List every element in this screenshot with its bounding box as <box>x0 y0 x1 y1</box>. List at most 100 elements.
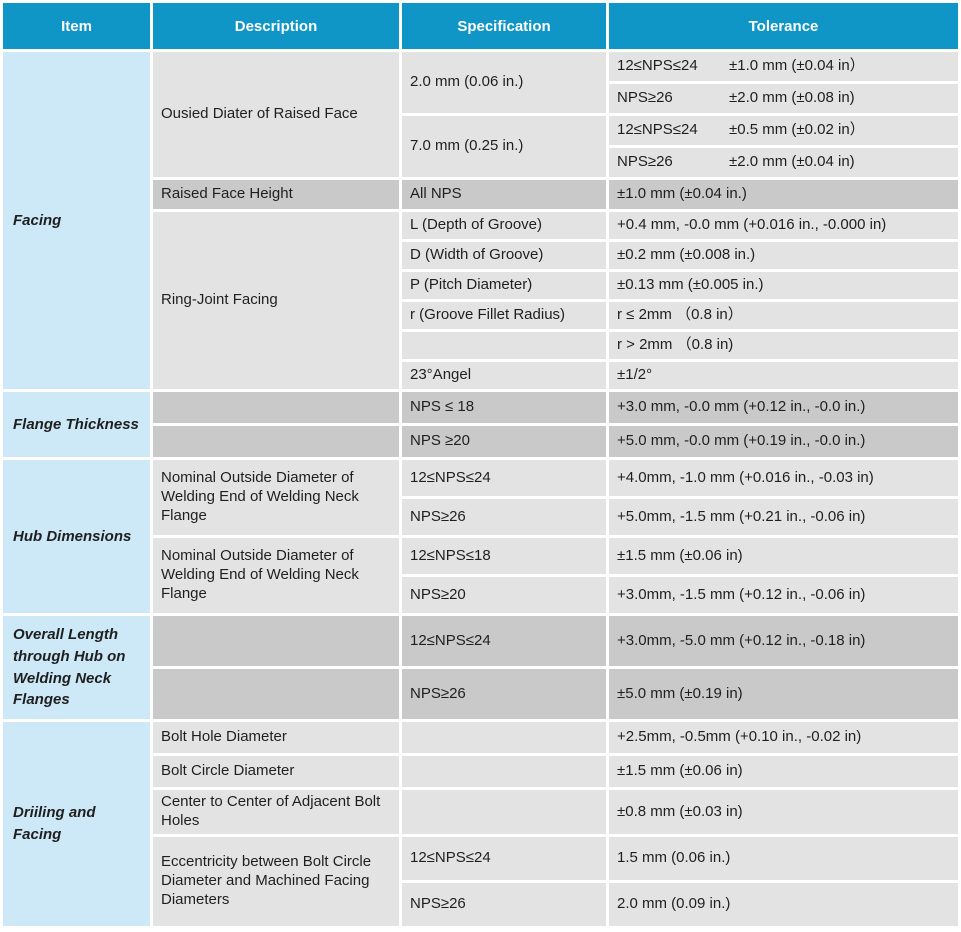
description-cell <box>153 426 399 457</box>
specification-cell: 12≤NPS≤18 <box>402 538 606 574</box>
tolerance-cell: ±1.0 mm (±0.04 in.) <box>609 180 958 209</box>
table-row: NPS≥26 ±2.0 mm (±0.08 in) <box>3 84 958 113</box>
specification-cell <box>402 756 606 787</box>
specification-cell: NPS ≥20 <box>402 426 606 457</box>
table-row: Flange Thickness NPS ≤ 18 +3.0 mm, -0.0 … <box>3 392 958 457</box>
specification-cell <box>402 790 606 834</box>
specification-cell <box>402 332 606 359</box>
specification-cell: All NPS <box>402 180 606 209</box>
description-cell <box>153 616 399 666</box>
nps-condition: NPS≥26 <box>617 89 673 107</box>
description-cell: Center to Center of Adjacent Bolt Holes <box>153 790 399 834</box>
table-row: NPS≥26 ±5.0 mm (±0.19 in) <box>3 669 958 719</box>
tolerance-cell: 1.5 mm (0.06 in.) <box>609 837 958 880</box>
table-row: Hub Dimensions Nominal Outside Diameter … <box>3 460 958 613</box>
table-row: Eccentricity between Bolt Circle Diamete… <box>3 837 958 926</box>
item-cell-drilling-facing: Driiling and Facing <box>3 722 150 926</box>
description-cell: Bolt Hole Diameter <box>153 722 399 753</box>
specification-cell: NPS≥26 <box>402 883 606 926</box>
specification-cell: D (Width of Groove) <box>402 242 606 269</box>
table-row: NPS ≥20 +5.0 mm, -0.0 mm (+0.19 in., -0.… <box>3 426 958 457</box>
tolerance-cell: 2.0 mm (0.09 in.) <box>609 883 958 926</box>
specification-cell <box>402 722 606 753</box>
specification-cell: L (Depth of Groove) <box>402 212 606 239</box>
description-cell: Eccentricity between Bolt Circle Diamete… <box>153 837 399 926</box>
tolerance-cell: +4.0mm, -1.0 mm (+0.016 in., -0.03 in) <box>609 460 958 496</box>
table-row: NPS≥26 +5.0mm, -1.5 mm (+0.21 in., -0.06… <box>3 499 958 535</box>
tolerance-cell: ±0.8 mm (±0.03 in) <box>609 790 958 834</box>
tolerance-cell: 12≤NPS≤24 ±0.5 mm (±0.02 in） <box>609 116 958 145</box>
specification-cell: P (Pitch Diameter) <box>402 272 606 299</box>
column-header-tolerance: Tolerance <box>609 3 958 49</box>
description-cell <box>153 669 399 719</box>
specification-cell: 23°Angel <box>402 362 606 389</box>
specification-cell: r (Groove Fillet Radius) <box>402 302 606 329</box>
table-row: Facing Ousied Diater of Raised Face 2.0 … <box>3 52 958 389</box>
item-cell-hub-dimensions: Hub Dimensions <box>3 460 150 613</box>
table-row: 23°Angel ±1/2° <box>3 362 958 389</box>
table-row: NPS≥20 +3.0mm, -1.5 mm (+0.12 in., -0.06… <box>3 577 958 613</box>
description-cell: Bolt Circle Diameter <box>153 756 399 787</box>
specification-cell: 2.0 mm (0.06 in.) <box>402 52 606 113</box>
table-row: Nominal Outside Diameter of Welding End … <box>3 538 958 613</box>
item-cell-overall-length: Overall Length through Hub on Welding Ne… <box>3 616 150 719</box>
tolerance-cell: NPS≥26 ±2.0 mm (±0.08 in) <box>609 84 958 113</box>
item-cell-flange-thickness: Flange Thickness <box>3 392 150 457</box>
tolerance-cell: 12≤NPS≤24 ±1.0 mm (±0.04 in） <box>609 52 958 81</box>
description-cell: Nominal Outside Diameter of Welding End … <box>153 460 399 535</box>
tolerance-cell: ±5.0 mm (±0.19 in) <box>609 669 958 719</box>
tolerance-cell: +5.0mm, -1.5 mm (+0.21 in., -0.06 in) <box>609 499 958 535</box>
specification-cell: 12≤NPS≤24 <box>402 460 606 496</box>
tolerance-value: ±2.0 mm (±0.08 in) <box>729 89 855 107</box>
table-row: NPS≥26 2.0 mm (0.09 in.) <box>3 883 958 926</box>
tolerance-value: ±1.0 mm (±0.04 in） <box>729 57 865 75</box>
table-row: 7.0 mm (0.25 in.) 12≤NPS≤24 ±0.5 mm (±0.0… <box>3 116 958 177</box>
tolerance-cell: +0.4 mm, -0.0 mm (+0.016 in., -0.000 in) <box>609 212 958 239</box>
item-cell-facing: Facing <box>3 52 150 389</box>
nps-condition: 12≤NPS≤24 <box>617 57 698 75</box>
table-row: r > 2mm （0.8 in) <box>3 332 958 359</box>
tolerance-cell: ±0.2 mm (±0.008 in.) <box>609 242 958 269</box>
table-row: Bolt Circle Diameter ±1.5 mm (±0.06 in) <box>3 756 958 787</box>
specification-cell: 12≤NPS≤24 <box>402 616 606 666</box>
tolerance-cell: r ≤ 2mm （0.8 in） <box>609 302 958 329</box>
tolerance-cell: ±1.5 mm (±0.06 in) <box>609 538 958 574</box>
description-cell: Ousied Diater of Raised Face <box>153 52 399 177</box>
table-row: Ring-Joint Facing L (Depth of Groove) +0… <box>3 212 958 389</box>
table-row: Overall Length through Hub on Welding Ne… <box>3 616 958 719</box>
specification-cell: NPS ≤ 18 <box>402 392 606 423</box>
description-cell <box>153 392 399 423</box>
tolerance-value: ±0.5 mm (±0.02 in） <box>729 121 865 139</box>
table-row: Center to Center of Adjacent Bolt Holes … <box>3 790 958 834</box>
tolerance-value: ±2.0 mm (±0.04 in) <box>729 153 855 171</box>
specification-cell: 7.0 mm (0.25 in.) <box>402 116 606 177</box>
description-cell: Raised Face Height <box>153 180 399 209</box>
tolerance-cell: +5.0 mm, -0.0 mm (+0.19 in., -0.0 in.) <box>609 426 958 457</box>
tolerance-cell: ±1.5 mm (±0.06 in) <box>609 756 958 787</box>
table-row: NPS≥26 ±2.0 mm (±0.04 in) <box>3 148 958 177</box>
table-row: Driiling and Facing Bolt Hole Diameter +… <box>3 722 958 926</box>
tolerance-cell: +3.0mm, -1.5 mm (+0.12 in., -0.06 in) <box>609 577 958 613</box>
tolerance-cell: +3.0 mm, -0.0 mm (+0.12 in., -0.0 in.) <box>609 392 958 423</box>
table-header-row: Item Description Specification Tolerance <box>3 3 958 49</box>
specification-cell: NPS≥26 <box>402 669 606 719</box>
tolerance-cell: r > 2mm （0.8 in) <box>609 332 958 359</box>
tolerance-cell: ±0.13 mm (±0.005 in.) <box>609 272 958 299</box>
table-row: r (Groove Fillet Radius) r ≤ 2mm （0.8 in… <box>3 302 958 329</box>
description-cell: Nominal Outside Diameter of Welding End … <box>153 538 399 613</box>
specification-cell: NPS≥26 <box>402 499 606 535</box>
nps-condition: 12≤NPS≤24 <box>617 121 698 139</box>
tolerance-cell: +2.5mm, -0.5mm (+0.10 in., -0.02 in) <box>609 722 958 753</box>
column-header-description: Description <box>153 3 399 49</box>
tolerance-cell: NPS≥26 ±2.0 mm (±0.04 in) <box>609 148 958 177</box>
tolerance-cell: ±1/2° <box>609 362 958 389</box>
specification-cell: 12≤NPS≤24 <box>402 837 606 880</box>
nps-condition: NPS≥26 <box>617 153 673 171</box>
table-row: P (Pitch Diameter) ±0.13 mm (±0.005 in.) <box>3 272 958 299</box>
description-cell: Ring-Joint Facing <box>153 212 399 389</box>
table-row: Raised Face Height All NPS ±1.0 mm (±0.0… <box>3 180 958 209</box>
column-header-specification: Specification <box>402 3 606 49</box>
column-header-item: Item <box>3 3 150 49</box>
tolerance-cell: +3.0mm, -5.0 mm (+0.12 in., -0.18 in) <box>609 616 958 666</box>
